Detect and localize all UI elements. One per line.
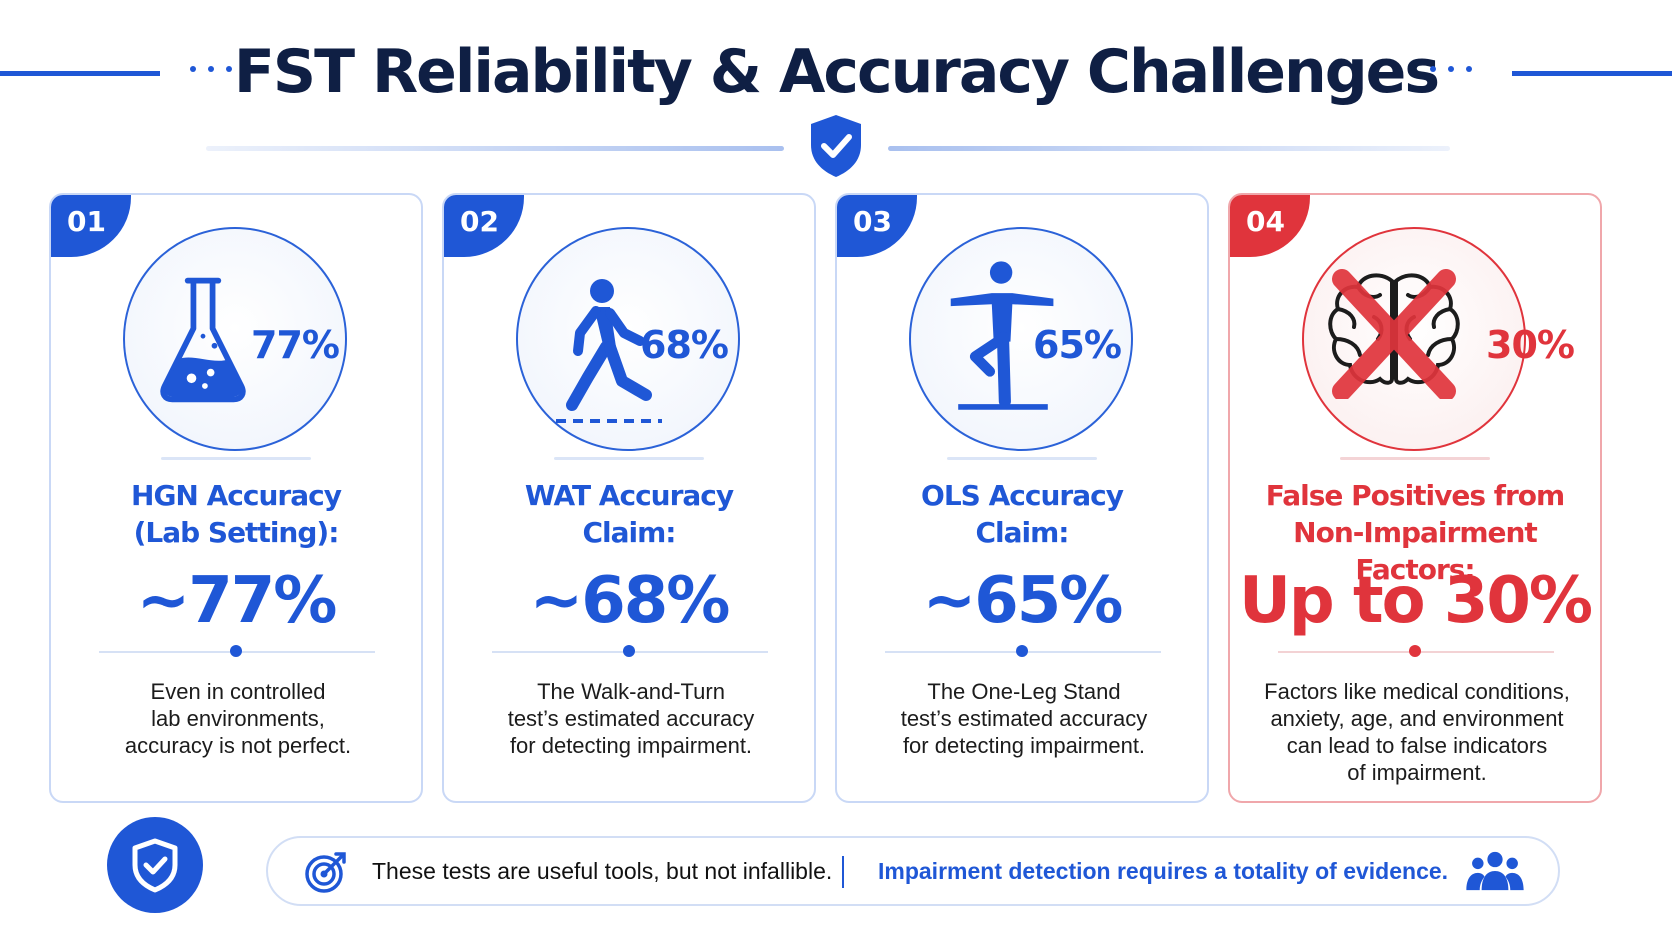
card-label-line2: Claim: bbox=[975, 516, 1069, 549]
big-value: ~77% bbox=[136, 564, 338, 638]
card-ols: 03 65% OLS Accuracy Claim: ~65% The One-… bbox=[835, 193, 1209, 803]
footer-text-right: Impairment detection requires a totality… bbox=[878, 858, 1449, 884]
target-icon bbox=[305, 852, 346, 893]
circle-underline bbox=[1340, 457, 1490, 460]
flask-icon bbox=[160, 277, 246, 403]
footer-text-left: These tests are useful tools, but not in… bbox=[372, 858, 833, 884]
card-label: WAT Accuracy Claim: bbox=[444, 477, 814, 551]
header-underline-left bbox=[206, 146, 784, 151]
card-number-badge: 01 bbox=[51, 195, 131, 257]
small-percentage: 30% bbox=[1486, 323, 1575, 367]
card-label-line1: OLS Accuracy bbox=[921, 479, 1124, 512]
icon-circle bbox=[909, 227, 1133, 451]
card-description: Factors like medical conditions, anxiety… bbox=[1240, 678, 1594, 786]
big-value: Up to 30% bbox=[1238, 564, 1593, 638]
header-line-left bbox=[0, 71, 160, 76]
divider-dot bbox=[1409, 645, 1421, 657]
desc-line: The Walk-and-Turn bbox=[537, 679, 725, 704]
icon-circle bbox=[123, 227, 347, 451]
desc-line: Factors like medical conditions, bbox=[1264, 679, 1570, 704]
desc-line: lab environments, bbox=[151, 706, 325, 731]
card-hgn: 01 77% HGN Accuracy (Lab Setting): ~77% … bbox=[49, 193, 423, 803]
desc-line: anxiety, age, and environment bbox=[1270, 706, 1564, 731]
footer-shield-badge bbox=[107, 817, 203, 913]
circle-underline bbox=[947, 457, 1097, 460]
divider-dot bbox=[230, 645, 242, 657]
divider-dot bbox=[623, 645, 635, 657]
card-description: The One-Leg Stand test’s estimated accur… bbox=[847, 678, 1201, 759]
header-dots-left bbox=[184, 66, 238, 72]
divider-dot bbox=[1016, 645, 1028, 657]
card-label-line2: (Lab Setting): bbox=[133, 516, 340, 549]
footer-message-bar: These tests are useful tools, but not in… bbox=[266, 836, 1560, 906]
shield-check-icon bbox=[811, 115, 861, 177]
footer-separator bbox=[842, 856, 844, 888]
card-number-badge: 04 bbox=[1230, 195, 1310, 257]
card-label: False Positives from Non-Impairment Fact… bbox=[1230, 477, 1600, 588]
brain-crossed-icon bbox=[1328, 269, 1460, 399]
desc-line: for detecting impairment. bbox=[902, 733, 1146, 758]
header-line-right bbox=[1512, 71, 1672, 76]
page-title: FST Reliability & Accuracy Challenges bbox=[233, 37, 1440, 107]
small-percentage: 68% bbox=[640, 323, 729, 367]
circle-underline bbox=[161, 457, 311, 460]
one-leg-stand-icon bbox=[950, 261, 1054, 410]
header-underline-right bbox=[888, 146, 1450, 151]
card-label-line1: WAT Accuracy bbox=[524, 479, 734, 512]
desc-line: for detecting impairment. bbox=[509, 733, 753, 758]
desc-line: The One-Leg Stand bbox=[927, 679, 1121, 704]
small-percentage: 65% bbox=[1033, 323, 1122, 367]
circle-underline bbox=[554, 457, 704, 460]
card-label-line2: Claim: bbox=[582, 516, 676, 549]
desc-line: of impairment. bbox=[1347, 760, 1487, 785]
card-label-line1: False Positives from bbox=[1265, 479, 1565, 512]
big-value: ~68% bbox=[529, 564, 731, 638]
card-label-line2: Non-Impairment Factors: bbox=[1293, 516, 1538, 586]
card-label: OLS Accuracy Claim: bbox=[837, 477, 1207, 551]
header-dots-right bbox=[1424, 66, 1478, 72]
desc-line: Even in controlled bbox=[150, 679, 326, 704]
card-number-badge: 02 bbox=[444, 195, 524, 257]
card-label: HGN Accuracy (Lab Setting): bbox=[51, 477, 421, 551]
icon-circle bbox=[516, 227, 740, 451]
card-description: The Walk-and-Turn test’s estimated accur… bbox=[454, 678, 808, 759]
card-description: Even in controlled lab environments, acc… bbox=[61, 678, 415, 759]
small-percentage: 77% bbox=[251, 323, 340, 367]
card-number-badge: 03 bbox=[837, 195, 917, 257]
desc-line: accuracy is not perfect. bbox=[124, 733, 352, 758]
desc-line: can lead to false indicators bbox=[1286, 733, 1548, 758]
big-value: ~65% bbox=[922, 564, 1124, 638]
team-icon bbox=[1466, 851, 1524, 891]
walking-person-icon bbox=[556, 279, 662, 423]
shield-check-icon bbox=[132, 838, 178, 893]
card-wat: 02 68% WAT Accuracy Claim: ~68% The Walk… bbox=[442, 193, 816, 803]
card-false-positives: 04 30% False Positives from Non-Impairme… bbox=[1228, 193, 1602, 803]
card-label-line1: HGN Accuracy bbox=[131, 479, 342, 512]
desc-line: test’s estimated accuracy bbox=[507, 706, 755, 731]
desc-line: test’s estimated accuracy bbox=[900, 706, 1148, 731]
